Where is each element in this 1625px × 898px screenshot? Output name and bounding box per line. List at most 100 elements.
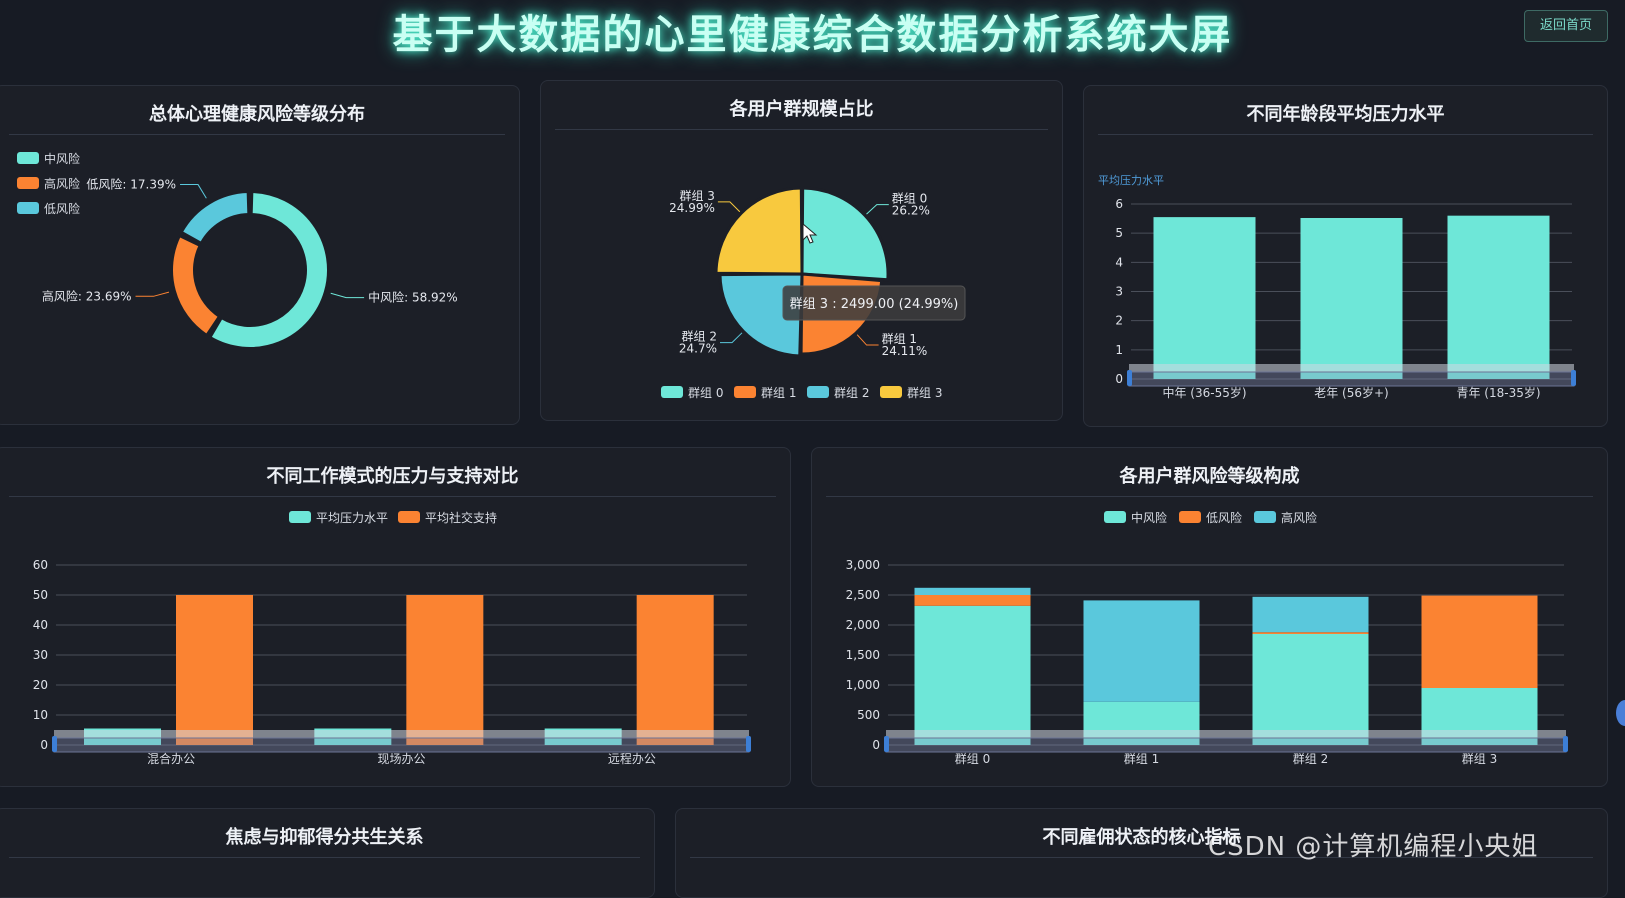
y-tick-label: 500 [857, 708, 880, 722]
work-mode-bar-chart: 平均压力水平 平均社交支持 0 10 20 30 40 50 60 混合办公 现场办公 远程办公 [33, 510, 751, 766]
legend-item-label: 群组 2 [834, 386, 869, 400]
pie-pct-label: 26.2% [892, 204, 930, 218]
bar [636, 595, 714, 745]
x-tick-label: 群组 0 [955, 752, 990, 766]
zoom-slider-handle-right [1571, 370, 1576, 386]
panel-title: 不同工作模式的压力与支持对比 [9, 462, 776, 497]
bar [1447, 215, 1550, 379]
y-tick-label: 6 [1115, 197, 1123, 211]
panel-title: 各用户群风险等级构成 [826, 462, 1593, 497]
donut-slice [209, 191, 329, 349]
panel-work-mode: 不同工作模式的压力与支持对比 平均压力水平 平均社交支持 0 10 20 30 40 50 60… [0, 447, 791, 787]
panel-title: 各用户群规模占比 [555, 95, 1048, 130]
y-tick-label: 20 [33, 678, 48, 692]
bar [406, 595, 484, 745]
legend-item-label: 中风险 [1131, 510, 1167, 525]
pie-tooltip: 群组 3 : 2499.00 (24.99%) [790, 297, 959, 312]
legend-item-label: 低风险 [1206, 510, 1242, 525]
y-tick-label: 60 [33, 558, 48, 572]
donut-data-label: 低风险: 17.39% [86, 177, 176, 192]
zoom-slider-track [885, 737, 1567, 753]
x-tick-label: 青年 (18-35岁) [1456, 385, 1540, 400]
legend-item-label: 平均压力水平 [316, 511, 388, 525]
pie-name-label: 群组 1 [882, 332, 917, 346]
x-tick-label: 群组 2 [1293, 752, 1328, 766]
y-tick-label: 5 [1115, 226, 1123, 240]
panel-title: 焦虑与抑郁得分共生关系 [9, 823, 640, 858]
legend-item-label: 群组 3 [907, 386, 942, 400]
legend-item-swatch [17, 202, 39, 214]
x-tick-label: 群组 3 [1462, 752, 1497, 766]
pie-name-label: 群组 3 [679, 189, 714, 203]
legend-item-swatch [1104, 511, 1126, 523]
bar-segment [914, 595, 1031, 606]
edge-handle[interactable] [1616, 700, 1625, 726]
y-tick-label: 3 [1115, 285, 1123, 299]
y-tick-label: 1 [1115, 343, 1123, 357]
panel-title: 总体心理健康风险等级分布 [9, 100, 505, 135]
pie-slice [718, 272, 804, 358]
donut-label-line [180, 184, 207, 199]
pie-name-label: 群组 0 [892, 192, 927, 206]
x-tick-label: 中年 (36-55岁) [1162, 385, 1246, 400]
pie-label-line [856, 334, 879, 346]
pie-tooltip-box [782, 285, 966, 321]
donut-label-line [135, 291, 170, 297]
bar-segment [914, 587, 1031, 595]
pie-pct-label: 24.99% [669, 201, 715, 215]
donut-slice [180, 191, 250, 244]
panel-risk-distribution: 总体心理健康风险等级分布 中风险 高风险 低风险 中风险: 58.92% 高风险: 23… [0, 85, 520, 425]
legend-item-swatch [1254, 511, 1276, 523]
watermark-text: CSDN @计算机编程小央姐 [1208, 832, 1539, 862]
page-title: 基于大数据的心里健康综合数据分析系统大屏 [392, 12, 1233, 58]
pie-pct-label: 24.7% [679, 342, 717, 356]
bar [1153, 217, 1256, 379]
zoom-slider-handle-left [884, 736, 889, 752]
panel-group-risk: 各用户群风险等级构成 中风险 低风险 高风险 0 500 1,000 1,500 2,000 2… [811, 447, 1608, 787]
legend-item-label: 群组 0 [688, 386, 723, 400]
x-tick-label: 老年 (56岁+) [1314, 385, 1389, 400]
donut-slice [171, 235, 220, 336]
zoom-slider-handle-right [1563, 736, 1568, 752]
x-tick-label: 现场办公 [377, 751, 425, 766]
bar-segment [1252, 596, 1369, 633]
bar [1300, 218, 1403, 379]
bar-segment [1421, 595, 1538, 688]
legend-item-swatch [880, 386, 902, 398]
panel-age-stress: 不同年龄段平均压力水平 平均压力水平 0 1 2 3 4 5 6 中年 (36-55岁) 老年 (… [1083, 85, 1608, 427]
age-bar-chart: 平均压力水平 0 1 2 3 4 5 6 中年 (36-55岁) 老年 (56岁+) 青年 (18-… [1098, 174, 1576, 400]
legend-item-label: 高风险 [44, 176, 80, 191]
zoom-slider-bar [886, 730, 1566, 738]
zoom-slider-track [1128, 371, 1575, 387]
pie-name-label: 群组 2 [682, 330, 717, 344]
pie-label-line [717, 201, 741, 213]
zoom-slider-handle-right [746, 736, 751, 752]
legend-item-swatch [398, 511, 420, 523]
y-tick-label: 50 [33, 588, 48, 602]
panel-title: 不同雇佣状态的核心指标 [690, 823, 1593, 858]
pie-pct-label: 24.11% [882, 344, 928, 358]
zoom-slider-handle-left [1127, 370, 1132, 386]
x-tick-label: 群组 1 [1124, 752, 1159, 766]
group-risk-stacked-chart: 中风险 低风险 高风险 0 500 1,000 1,500 2,000 2,500 3,000 群组… [846, 510, 1568, 766]
bar-segment [1252, 632, 1369, 634]
zoom-slider-bar [54, 730, 749, 738]
y-tick-label: 0 [40, 738, 48, 752]
back-home-button[interactable]: 返回首页 [1524, 10, 1608, 42]
pie-label-line [720, 332, 743, 344]
bar-segment [1252, 634, 1369, 745]
y-tick-label: 1,000 [846, 678, 880, 692]
panel-group-share: 各用户群规模占比 群组 0 26.2% 群组 1 24.11% 群组 2 24.7% 群组 … [540, 80, 1063, 421]
bar-segment [914, 605, 1031, 745]
legend-item-label: 中风险 [44, 151, 80, 166]
legend-item-swatch [661, 386, 683, 398]
y-tick-label: 3,000 [846, 558, 880, 572]
y-tick-label: 0 [1115, 372, 1123, 386]
legend-item-swatch [807, 386, 829, 398]
y-tick-label: 40 [33, 618, 48, 632]
y-axis-title: 平均压力水平 [1098, 174, 1164, 187]
zoom-slider-bar [1129, 364, 1574, 372]
panel-anxiety-depression: 焦虑与抑郁得分共生关系 [0, 808, 655, 898]
y-tick-label: 4 [1115, 255, 1123, 269]
y-tick-label: 1,500 [846, 648, 880, 662]
